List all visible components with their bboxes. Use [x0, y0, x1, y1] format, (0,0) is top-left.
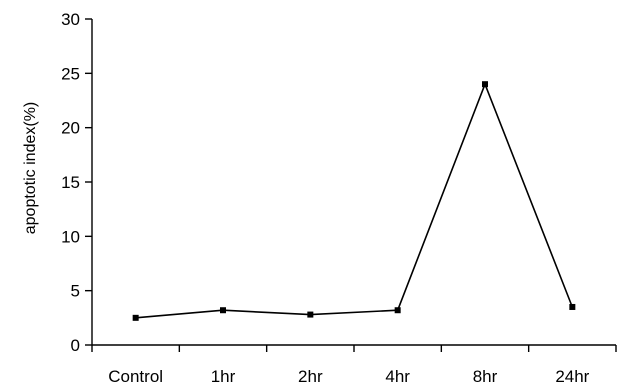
- x-tick-label: 1hr: [211, 367, 236, 386]
- x-tick-label: 24hr: [555, 367, 589, 386]
- axes: [91, 19, 616, 346]
- series-group: [132, 81, 576, 321]
- data-point: [394, 307, 401, 314]
- data-point: [569, 303, 576, 310]
- x-ticks: Control 1hr 2hr 4hr 8hr 24hr: [91, 345, 617, 386]
- x-tick-label: 4hr: [385, 367, 410, 386]
- x-tick-label: 8hr: [473, 367, 498, 386]
- y-tick-label: 25: [61, 64, 80, 83]
- y-tick-label: 10: [61, 227, 80, 246]
- series-line: [135, 81, 574, 319]
- x-tick-label: 2hr: [298, 367, 323, 386]
- data-point: [220, 307, 226, 314]
- y-tick-label: 15: [61, 173, 80, 192]
- data-point: [482, 81, 488, 88]
- y-axis-label: apoptotic index(%): [22, 102, 39, 235]
- y-tick-label: 5: [71, 282, 80, 301]
- y-tick-label: 30: [61, 10, 80, 29]
- y-ticks: 0 5 10 15 20 25 30: [61, 10, 92, 355]
- data-point: [307, 311, 314, 318]
- y-tick-label: 0: [71, 336, 80, 355]
- y-tick-label: 20: [61, 119, 80, 138]
- data-point: [132, 314, 139, 321]
- x-tick-label: Control: [108, 367, 163, 386]
